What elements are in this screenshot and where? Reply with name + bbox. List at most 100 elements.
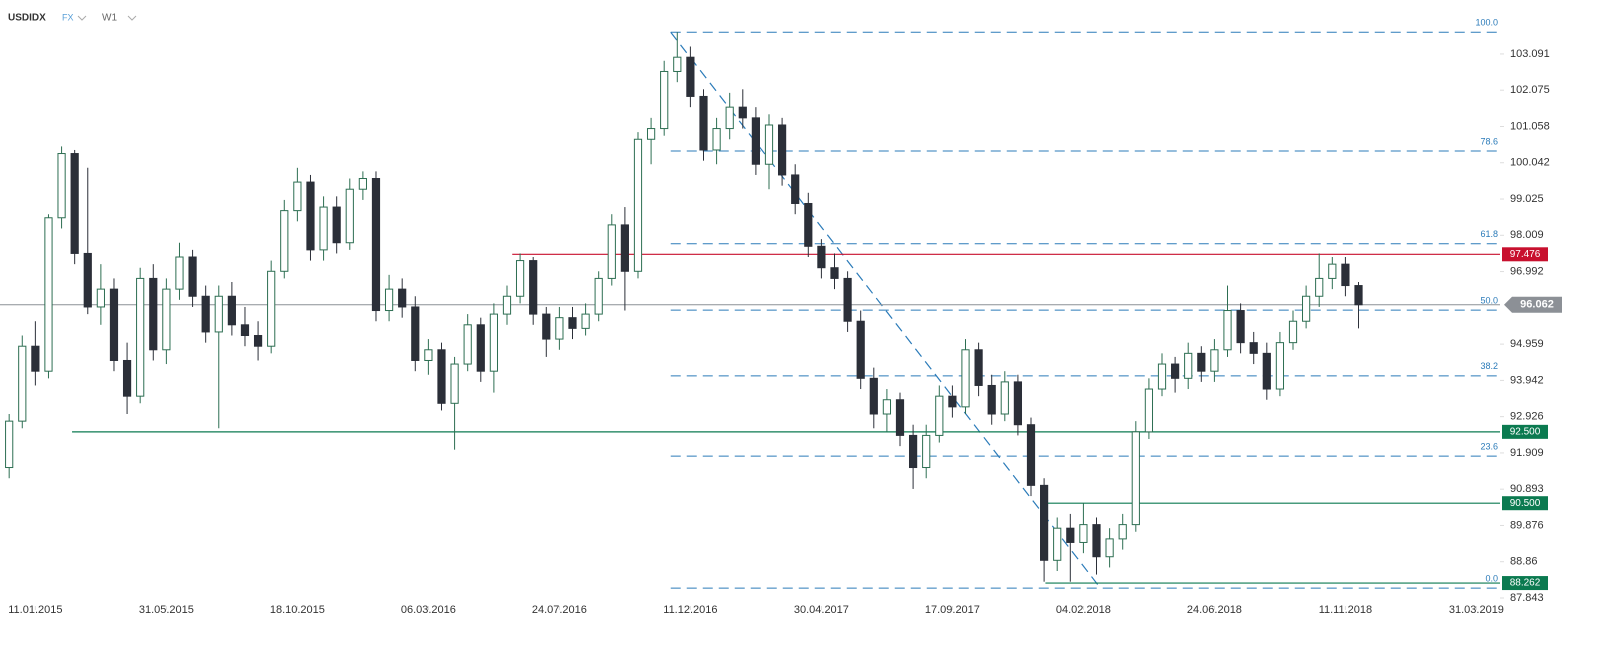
candle-body bbox=[974, 349, 983, 386]
level-label: 88.262 bbox=[1510, 578, 1541, 589]
candle-body bbox=[476, 324, 485, 372]
candle-body bbox=[961, 349, 970, 408]
y-tick-label: 89.876 bbox=[1510, 519, 1544, 531]
candle-body bbox=[411, 306, 420, 361]
x-tick-label: 31.05.2015 bbox=[139, 604, 194, 616]
x-tick-label: 04.02.2018 bbox=[1056, 604, 1111, 616]
candle-body bbox=[424, 349, 433, 361]
candle-body bbox=[1197, 352, 1206, 372]
market-chevron[interactable] bbox=[77, 15, 87, 21]
candle-body bbox=[18, 345, 27, 422]
candle-body bbox=[935, 395, 944, 436]
candle-body bbox=[5, 420, 14, 469]
candle-body bbox=[777, 124, 787, 176]
candle-body bbox=[1354, 285, 1363, 306]
candle-body bbox=[149, 277, 158, 351]
candle-body bbox=[201, 295, 210, 333]
candle-body bbox=[96, 288, 105, 308]
candle-body bbox=[1315, 277, 1324, 297]
candle-body bbox=[31, 345, 40, 372]
candle-body bbox=[869, 377, 878, 415]
candle-body bbox=[948, 395, 957, 408]
candle-body bbox=[398, 288, 407, 308]
candle-body bbox=[280, 210, 289, 272]
candle-body bbox=[358, 178, 367, 190]
level-label: 92.500 bbox=[1510, 426, 1541, 437]
last-price-box bbox=[1504, 296, 1562, 313]
level-label-box bbox=[1502, 424, 1548, 439]
y-tick-label: 102.075 bbox=[1510, 84, 1550, 96]
level-label-box bbox=[1502, 576, 1548, 591]
fib-label: 78.6 bbox=[1480, 136, 1498, 146]
candle-body bbox=[830, 267, 839, 279]
candle-body bbox=[594, 277, 603, 315]
candle-body bbox=[1249, 342, 1258, 354]
fib-label: 100.0 bbox=[1475, 18, 1498, 28]
candle-body bbox=[109, 288, 119, 361]
candle-body bbox=[1171, 363, 1180, 379]
candle-body bbox=[751, 117, 760, 165]
last-price-label: 96.062 bbox=[1520, 299, 1554, 311]
candle-body bbox=[293, 181, 302, 212]
market[interactable]: FX bbox=[62, 12, 74, 22]
candle-body bbox=[136, 277, 145, 397]
symbol[interactable]: USDIDX bbox=[8, 13, 46, 24]
candle-body bbox=[607, 224, 616, 279]
candle-body bbox=[1079, 524, 1088, 543]
candle-body bbox=[1066, 527, 1075, 543]
candle-body bbox=[188, 256, 197, 297]
candle-body bbox=[122, 359, 132, 397]
level-label-box bbox=[1502, 496, 1548, 511]
y-tick-label: 94.959 bbox=[1510, 338, 1544, 350]
x-tick-label: 31.03.2019 bbox=[1449, 604, 1504, 616]
y-tick-label: 91.909 bbox=[1510, 447, 1544, 459]
fib-label: 61.8 bbox=[1480, 229, 1498, 239]
candle-body bbox=[542, 313, 551, 340]
candle-body bbox=[70, 153, 79, 254]
candle-body bbox=[922, 434, 931, 469]
x-tick-label: 11.01.2015 bbox=[8, 604, 62, 616]
candle-body bbox=[489, 313, 498, 372]
x-tick-label: 18.10.2015 bbox=[270, 604, 325, 616]
timeframe-chevron[interactable] bbox=[127, 15, 137, 21]
candle-body bbox=[673, 56, 682, 72]
candle-body bbox=[1092, 524, 1101, 558]
candle-body bbox=[332, 206, 341, 244]
x-tick-label: 30.04.2017 bbox=[794, 604, 849, 616]
y-tick-label: 96.992 bbox=[1510, 265, 1544, 277]
candle-body bbox=[712, 128, 721, 151]
x-tick-label: 06.03.2016 bbox=[401, 604, 456, 616]
candle-body bbox=[1223, 310, 1232, 351]
candle-body bbox=[620, 224, 629, 272]
level-label: 90.500 bbox=[1510, 498, 1541, 509]
level-label: 97.476 bbox=[1510, 249, 1541, 260]
candle-body bbox=[1275, 342, 1285, 390]
y-tick-label: 90.893 bbox=[1510, 483, 1544, 495]
candle-body bbox=[175, 256, 184, 290]
candle-body bbox=[568, 317, 577, 329]
candle-body bbox=[987, 384, 996, 415]
candle-body bbox=[1262, 352, 1271, 390]
candle-body bbox=[515, 260, 525, 297]
y-tick-label: 99.025 bbox=[1510, 193, 1544, 205]
timeframe[interactable]: W1 bbox=[102, 13, 117, 24]
candle-body bbox=[1040, 484, 1049, 561]
candle-body bbox=[1236, 310, 1245, 344]
level-label-box bbox=[1502, 247, 1548, 262]
candle-body bbox=[463, 324, 472, 365]
y-tick-label: 100.042 bbox=[1510, 157, 1550, 169]
y-tick-label: 103.091 bbox=[1510, 48, 1550, 60]
candle-body bbox=[856, 320, 865, 379]
y-tick-label: 92.926 bbox=[1510, 411, 1544, 423]
candle-body bbox=[306, 181, 315, 251]
candle-body bbox=[804, 202, 813, 247]
y-tick-label: 88.86 bbox=[1510, 556, 1538, 568]
candle-body bbox=[699, 95, 708, 151]
y-tick-label: 93.942 bbox=[1510, 374, 1544, 386]
candle-body bbox=[450, 363, 459, 404]
candle-body bbox=[57, 153, 66, 219]
x-tick-label: 24.06.2018 bbox=[1187, 604, 1242, 616]
candle-body bbox=[162, 288, 171, 351]
